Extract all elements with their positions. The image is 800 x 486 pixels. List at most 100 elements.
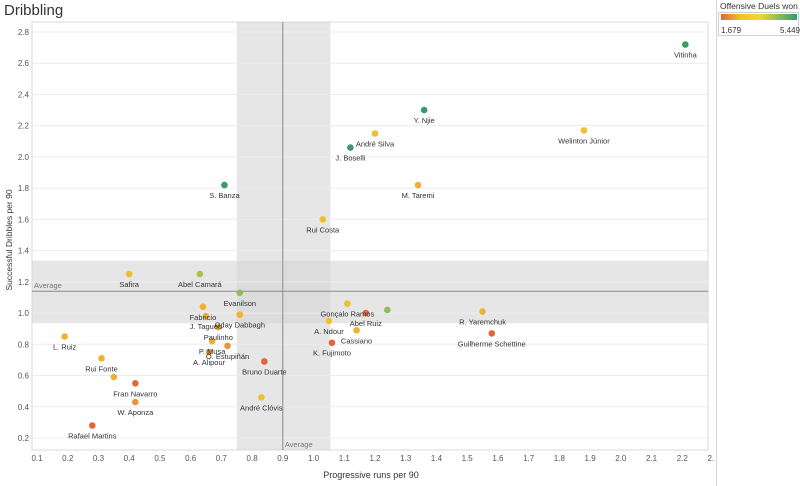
legend-min-label: 1.679 <box>721 26 742 35</box>
data-point <box>362 309 370 317</box>
x-tick-label: 1.9 <box>585 454 597 463</box>
y-tick-label: 2.8 <box>18 28 30 37</box>
x-average-label: Average <box>285 440 313 449</box>
y-average-label: Average <box>34 281 62 290</box>
point-label: A. Alipour <box>193 358 226 367</box>
point-label: M. Taremi <box>402 191 435 200</box>
x-tick-label: 2.1 <box>646 454 658 463</box>
y-tick-label: 2.6 <box>18 59 30 68</box>
x-axis-label: Progressive runs per 90 <box>323 470 419 480</box>
data-point <box>319 216 327 223</box>
x-tick-label: 1.8 <box>554 454 566 463</box>
point-label: Guilherme Schettine <box>458 339 526 348</box>
data-point <box>325 317 333 325</box>
point-labels: Vitinha Y. Njie André Silva J. Boselli Welin… <box>53 50 698 440</box>
x-average-band <box>236 22 331 450</box>
legend-box <box>718 12 799 36</box>
point-label: Fabricio <box>190 313 217 322</box>
point-label: Welinton Júnior <box>558 136 610 145</box>
data-point <box>682 41 689 48</box>
x-tick-label: 1.4 <box>431 454 443 463</box>
point-label: Rafael Martins <box>68 432 117 441</box>
data-point <box>125 270 133 278</box>
x-tick-label: 1.2 <box>369 454 381 463</box>
x-tick-label: 2.2 <box>677 454 689 463</box>
y-tick-label: 1.6 <box>18 215 30 224</box>
x-tick-label: 1.6 <box>492 454 504 463</box>
y-axis-ticks: 0.2 0.4 0.6 0.8 1.0 1.2 1.4 1.6 1.8 2.0 2.2 2.4 2.6 2… <box>18 28 30 443</box>
x-tick-label: 1.5 <box>462 454 474 463</box>
data-point <box>221 181 228 189</box>
data-point <box>205 348 213 356</box>
point-label: W. Aponza <box>117 408 154 417</box>
data-point <box>328 339 336 347</box>
point-label: Cassiano <box>341 336 372 345</box>
y-tick-label: 1.4 <box>18 247 30 256</box>
data-points <box>61 41 689 429</box>
point-label: L. Ruiz <box>53 343 77 352</box>
point-label: P. Musa <box>199 347 226 356</box>
data-point <box>98 355 105 362</box>
y-tick-label: 0.4 <box>18 403 30 412</box>
point-label: Oday Dabbagh <box>215 321 265 330</box>
data-point <box>258 394 265 401</box>
data-point <box>208 337 216 345</box>
data-point <box>344 300 351 308</box>
data-point <box>202 312 210 320</box>
point-label: Y. Njie <box>414 116 435 125</box>
point-label: Paulinho <box>204 333 233 342</box>
point-label: S. Banza <box>209 191 240 200</box>
point-label: J. Boselli <box>335 154 365 163</box>
data-point <box>132 398 139 406</box>
x-tick-label: 0.7 <box>216 454 228 463</box>
x-tick-label: 0.2 <box>62 454 74 463</box>
data-point <box>488 330 496 337</box>
y-tick-label: 0.2 <box>18 434 30 443</box>
legend-gradient-bar <box>721 14 797 20</box>
y-tick-label: 2.4 <box>18 90 30 99</box>
point-label: R. Yaremchuk <box>459 318 506 327</box>
point-label: Rui Costa <box>306 225 340 234</box>
x-tick-label: 1.3 <box>400 454 412 463</box>
data-point <box>371 130 379 137</box>
point-label: Vitinha <box>674 50 698 59</box>
y-tick-label: 2.0 <box>18 153 30 162</box>
x-tick-label: 0.8 <box>247 454 259 463</box>
y-tick-label: 1.0 <box>18 309 30 318</box>
point-label: Abel Ruiz <box>350 319 382 328</box>
data-point <box>214 323 222 331</box>
point-label: Evanilson <box>224 299 257 308</box>
point-label: Bruno Duarte <box>242 367 287 376</box>
data-point <box>383 306 391 314</box>
x-tick-label: 1.7 <box>523 454 535 463</box>
legend-max-label: 5.449 <box>779 26 800 35</box>
data-point <box>479 308 486 315</box>
data-point <box>196 270 204 278</box>
x-tick-label: 0.3 <box>93 454 105 463</box>
data-point <box>414 181 422 189</box>
point-label: Gonçalo Ramos <box>320 310 374 319</box>
x-tick-label: 0.1 <box>31 454 43 463</box>
point-label: O. Estupiñán <box>206 352 249 361</box>
x-tick-label: 0.6 <box>185 454 197 463</box>
legend-title: Offensive Duels won pe... <box>720 1 800 11</box>
grid-lines <box>32 31 708 439</box>
y-tick-label: 1.8 <box>18 184 30 193</box>
data-point <box>420 106 428 114</box>
data-point <box>236 289 244 297</box>
x-tick-label: 1.0 <box>308 454 320 463</box>
y-tick-label: 2.2 <box>18 122 30 131</box>
x-axis-ticks: 0.1 0.2 0.3 0.4 0.5 0.6 0.7 0.8 0.9 1.0 1.1 1.2 1.3 1… <box>31 454 714 463</box>
data-point <box>89 422 96 429</box>
point-label: J. Tagueu <box>190 322 222 331</box>
x-tick-label: 2.0 <box>615 454 627 463</box>
data-point <box>110 373 118 381</box>
point-label: Fran Navarro <box>113 389 157 398</box>
data-point <box>224 342 231 350</box>
data-point <box>199 303 207 311</box>
x-tick-label: 1.1 <box>339 454 351 463</box>
y-tick-label: 0.6 <box>18 372 30 381</box>
data-point <box>236 311 244 318</box>
point-label: Abel Camará <box>178 280 223 289</box>
average-lines: Average Average <box>32 22 708 450</box>
